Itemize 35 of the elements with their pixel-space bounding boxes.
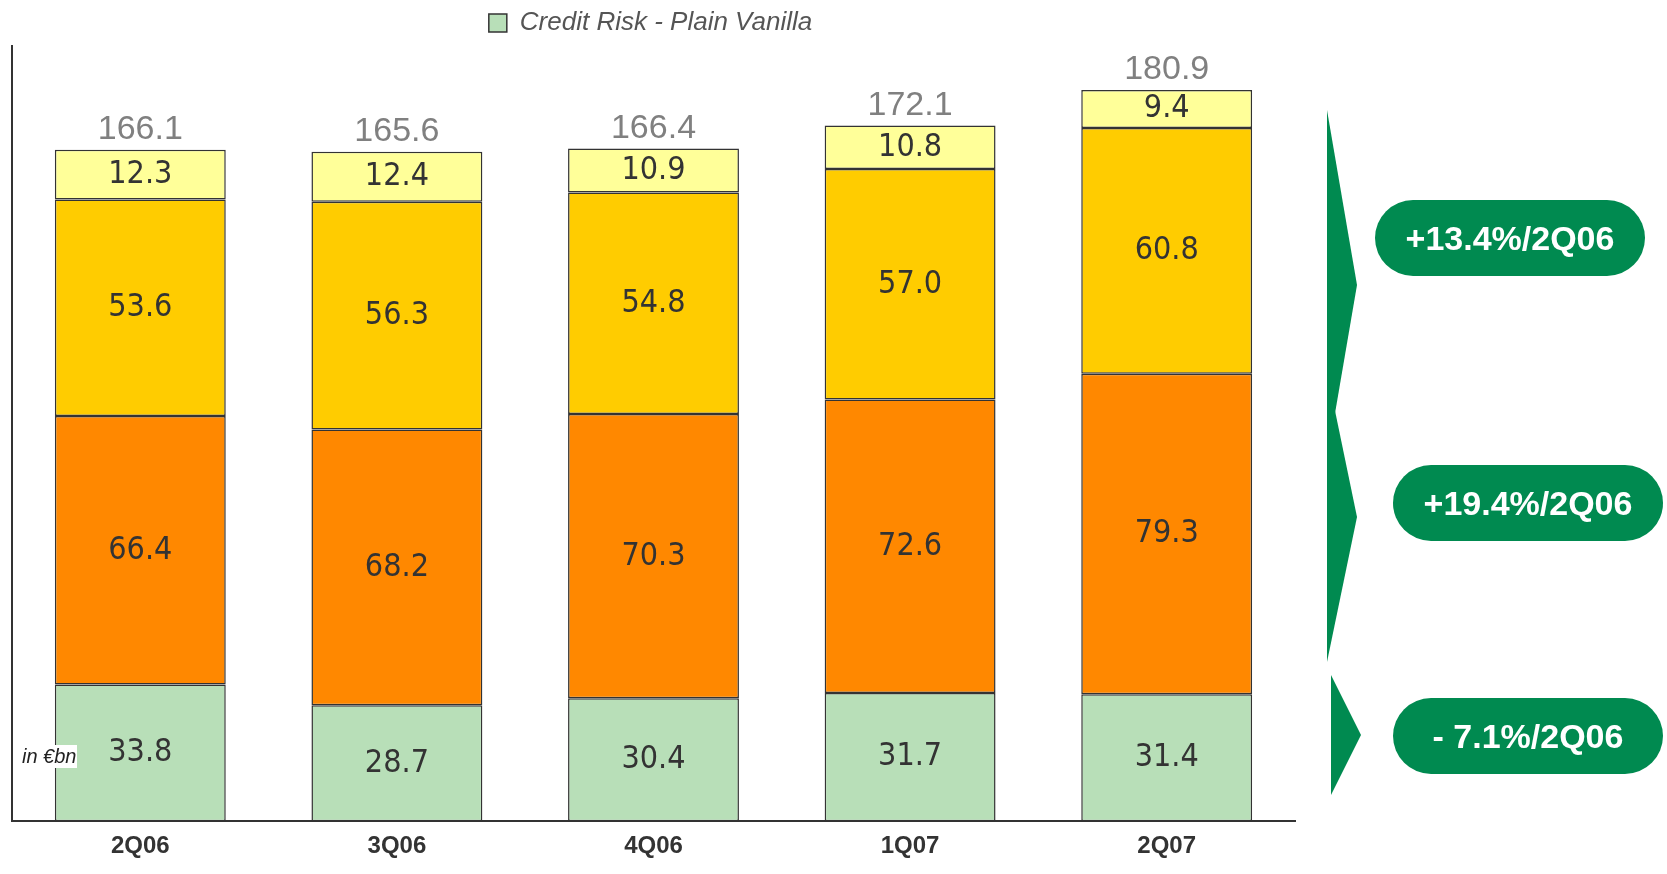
total-label: 165.6 [354,110,440,149]
total-label: 180.9 [1124,48,1210,87]
data-label: 12.3 [108,152,173,191]
data-label: 33.8 [108,731,173,770]
x-tick-label: 3Q06 [367,831,427,859]
total-label: 166.4 [610,106,697,145]
data-label: 57.0 [878,262,943,301]
x-tick-label: 1Q07 [880,831,940,859]
text: +19.4%/2Q06 [1393,465,1663,541]
data-label: 70.3 [621,534,686,573]
data-label: 68.2 [364,545,429,584]
data-label: 28.7 [364,741,429,780]
text: +13.4%/2Q06 [1375,200,1645,276]
data-label: 31.4 [1134,736,1199,775]
x-tick-label: 2Q07 [1137,831,1197,859]
data-label: 10.9 [621,148,686,187]
data-label: 53.6 [108,286,173,325]
x-tick-label: 2Q06 [110,831,170,859]
data-label: 66.4 [108,528,173,567]
x-tick-label: 4Q06 [624,831,683,859]
data-label: 60.8 [1134,229,1199,268]
data-label: 12.4 [364,155,429,194]
data-label: 30.4 [621,738,686,777]
total-label: 172.1 [867,83,953,122]
data-label: 31.7 [878,735,943,774]
data-label: 79.3 [1134,512,1199,551]
legend-label: Credit Risk - Plain Vanilla [519,6,813,37]
annotation: in €bn [22,745,77,768]
data-label: 54.8 [621,281,686,320]
data-label: 9.4 [1143,87,1190,126]
text: - 7.1%/2Q06 [1393,698,1663,774]
data-label: 56.3 [364,293,429,332]
total-label: 166.1 [97,108,183,147]
data-label: 10.8 [878,125,943,164]
data-label: 72.6 [878,524,943,563]
